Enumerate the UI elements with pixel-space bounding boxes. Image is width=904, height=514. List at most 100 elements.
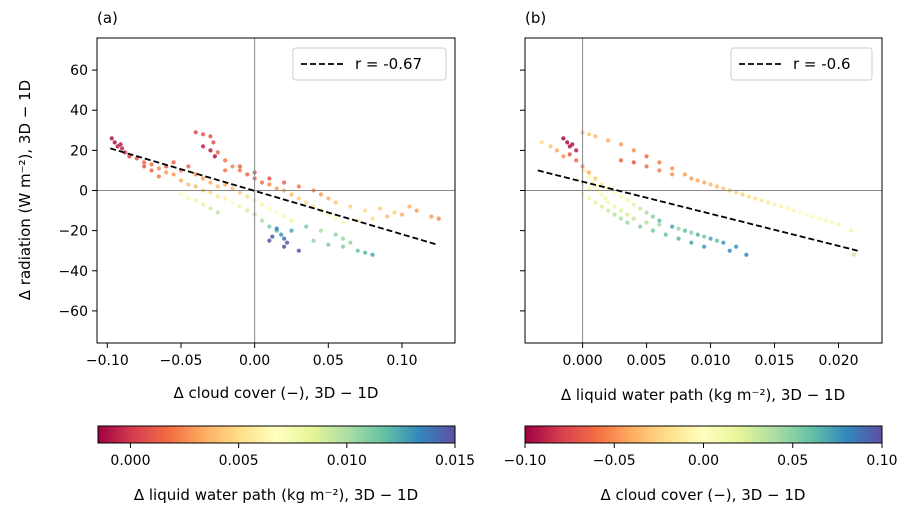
colorbar-a-gradient [97,425,456,444]
b-point-47 [823,218,828,223]
a-point-102 [407,204,412,209]
a-point-89 [186,196,191,201]
a-point-30 [296,248,301,253]
b-point-26 [744,252,749,257]
panel-a-y-ticks: −60 −40 −20 0 20 40 60 [58,63,97,320]
b-point-66 [689,230,694,235]
b-point-67 [702,234,707,239]
a-point-87 [289,218,294,223]
b-point-72 [657,168,662,173]
a-ytick-label-5: 40 [70,103,88,119]
a-ytick-label-3: 0 [79,184,88,200]
colorbar-a-tick-label-2: 0.010 [327,453,367,469]
a-point-19 [223,196,228,201]
colorbar-a-tick-label-3: 0.015 [435,453,475,469]
a-point-1 [112,140,117,145]
b-xtick-label-0: 0.000 [563,353,603,369]
panel-b-y-ticks [520,69,525,312]
b-point-71 [644,164,649,169]
panel-b-label: (b) [525,9,546,27]
a-point-37 [370,252,375,257]
a-point-29 [284,240,290,245]
a-point-99 [363,208,368,213]
a-point-14 [186,182,191,187]
b-point-23 [708,236,713,241]
b-point-58 [606,200,611,205]
a-point-112 [274,226,279,231]
colorbar-b-tick-label-0: −0.10 [504,453,547,469]
a-point-35 [355,248,360,253]
b-point-38 [708,182,713,187]
a-point-101 [392,210,397,215]
panel-a-legend-label: r = -0.67 [355,55,422,73]
b-point-46 [810,214,816,219]
panel-b-points [539,130,856,257]
b-point-82 [791,208,796,213]
b-point-4 [574,148,579,153]
b-point-16 [638,206,643,211]
a-point-12 [171,172,176,177]
a-point-18 [215,194,220,199]
b-point-34 [657,160,662,165]
a-point-49 [245,172,250,177]
panel-b-fit-line [537,169,858,252]
b-point-61 [625,212,630,217]
b-point-30 [606,138,611,143]
panel-a-points [109,130,441,257]
panel-a-x-ticks: −0.10 −0.05 0.00 0.05 0.10 [86,343,418,369]
a-point-13 [178,178,184,183]
a-point-33 [340,244,346,249]
b-point-8 [586,170,592,175]
b-point-91 [593,200,598,205]
b-xtick-label-3: 0.015 [754,353,794,369]
a-point-36 [363,250,368,255]
a-point-105 [267,176,272,181]
a-point-10 [156,166,161,171]
b-point-14 [625,198,630,203]
b-point-85 [829,220,835,225]
b-point-106 [554,148,560,153]
a-xtick-label-4: 0.10 [386,353,417,369]
a-point-41 [211,140,216,145]
b-point-0 [561,136,566,141]
b-point-33 [644,154,649,159]
b-point-1 [565,140,570,145]
a-xtick-label-0: −0.10 [86,353,129,369]
panel-a-fit-line [110,147,438,246]
b-point-103 [727,248,732,253]
a-point-48 [237,168,243,173]
a-point-109 [156,174,161,179]
b-point-43 [772,202,777,207]
b-point-5 [567,152,572,157]
b-point-94 [612,212,617,217]
b-point-80 [766,200,771,205]
b-xtick-label-1: 0.005 [627,353,667,369]
colorbar-a-tick-label-1: 0.005 [219,453,259,469]
b-point-95 [618,216,624,221]
a-point-6 [127,154,132,159]
b-point-48 [836,222,841,227]
a-point-103 [296,184,301,189]
a-point-53 [274,186,279,191]
b-point-93 [606,208,611,213]
panel-b: (b) 0.000 0.005 0.010 0.015 0.020 Δ liquid w… [520,9,883,404]
a-xtick-label-2: 0.00 [239,353,270,369]
a-point-52 [267,182,272,187]
a-point-104 [282,180,287,185]
panel-b-xlabel: Δ liquid water path (kg m⁻²), 3D − 1D [561,386,845,404]
colorbar-a-label: Δ liquid water path (kg m⁻²), 3D − 1D [134,486,418,504]
b-point-13 [618,194,624,199]
a-point-77 [215,184,220,189]
b-point-105 [548,144,553,149]
a-point-27 [279,232,284,237]
b-point-79 [753,196,758,201]
b-point-60 [618,208,624,213]
a-point-96 [326,196,331,201]
b-point-102 [702,244,707,249]
b-point-6 [574,158,579,163]
b-point-73 [670,172,675,177]
colorbar-b-gradient [524,425,883,444]
b-point-15 [631,202,636,207]
b-xtick-label-2: 0.010 [690,353,730,369]
a-xtick-label-3: 0.05 [313,353,344,369]
